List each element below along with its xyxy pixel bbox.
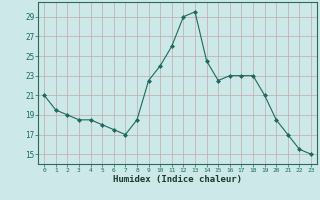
X-axis label: Humidex (Indice chaleur): Humidex (Indice chaleur)	[113, 175, 242, 184]
